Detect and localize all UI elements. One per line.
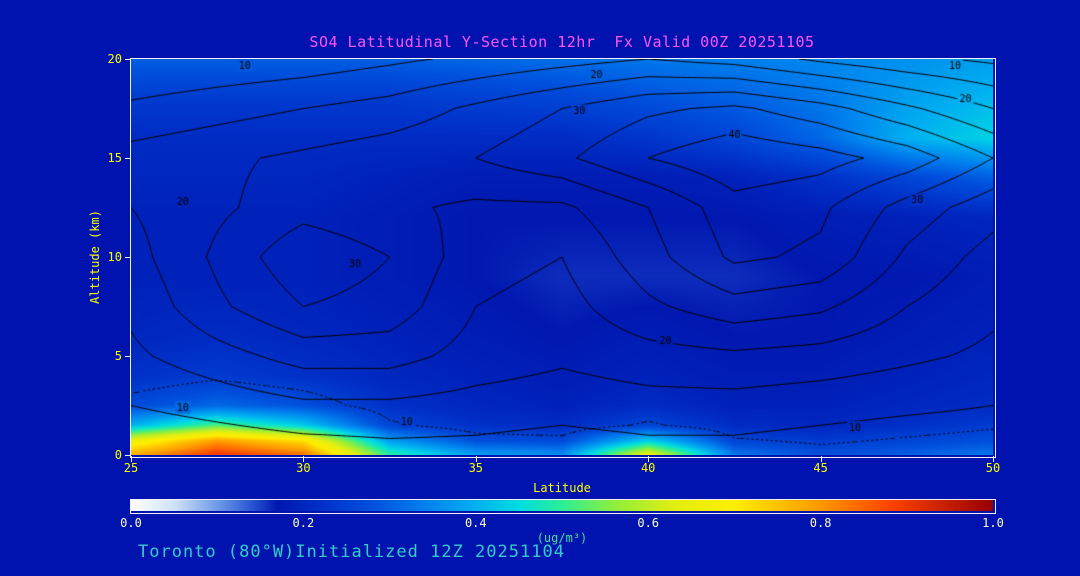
y-tick-mark (125, 158, 131, 159)
x-tick-mark (131, 456, 132, 462)
x-tick-label: 30 (296, 461, 311, 475)
contour-plot-canvas (131, 59, 993, 455)
y-tick-mark (125, 455, 131, 456)
x-tick-label: 25 (123, 461, 139, 475)
x-tick-mark (475, 456, 477, 462)
x-axis-title: Latitude (533, 481, 591, 495)
y-tick-mark (125, 356, 131, 357)
colorbar-tick-label: 0.8 (809, 516, 832, 530)
x-tick-label: 40 (640, 461, 656, 475)
y-tick-label: 15 (107, 151, 122, 165)
y-axis-title: Altitude (km) (88, 210, 102, 304)
colorbar-tick-label: 0.0 (120, 516, 142, 530)
colorbar-tick-label: 0.2 (292, 516, 315, 530)
x-tick-mark (303, 456, 305, 462)
y-tick-mark (125, 257, 131, 258)
x-tick-mark (648, 456, 650, 462)
y-tick-label: 20 (107, 52, 122, 66)
y-tick-label: 5 (114, 349, 122, 363)
colorbar-tick-label: 0.6 (637, 516, 660, 530)
colorbar-canvas (131, 500, 993, 511)
colorbar-tick-label: 0.4 (464, 516, 487, 530)
colorbar-tick-label: 1.0 (982, 516, 1004, 530)
x-tick-label: 45 (813, 461, 828, 475)
colorbar-units-label: (ug/m³) (536, 531, 588, 545)
x-tick-mark (820, 456, 822, 462)
chart-title: SO4 Latitudinal Y-Section 12hr Fx Valid … (309, 33, 815, 51)
y-tick-label: 10 (107, 250, 122, 264)
colorbar-frame (130, 499, 996, 514)
x-tick-mark (993, 456, 994, 462)
x-tick-label: 35 (468, 461, 484, 475)
footer-caption: Toronto (80°W)Initialized 12Z 20251104 (138, 542, 565, 562)
y-tick-label: 0 (114, 448, 122, 462)
x-tick-label: 50 (985, 461, 1001, 475)
plot-frame (130, 58, 996, 458)
y-tick-mark (125, 59, 131, 60)
